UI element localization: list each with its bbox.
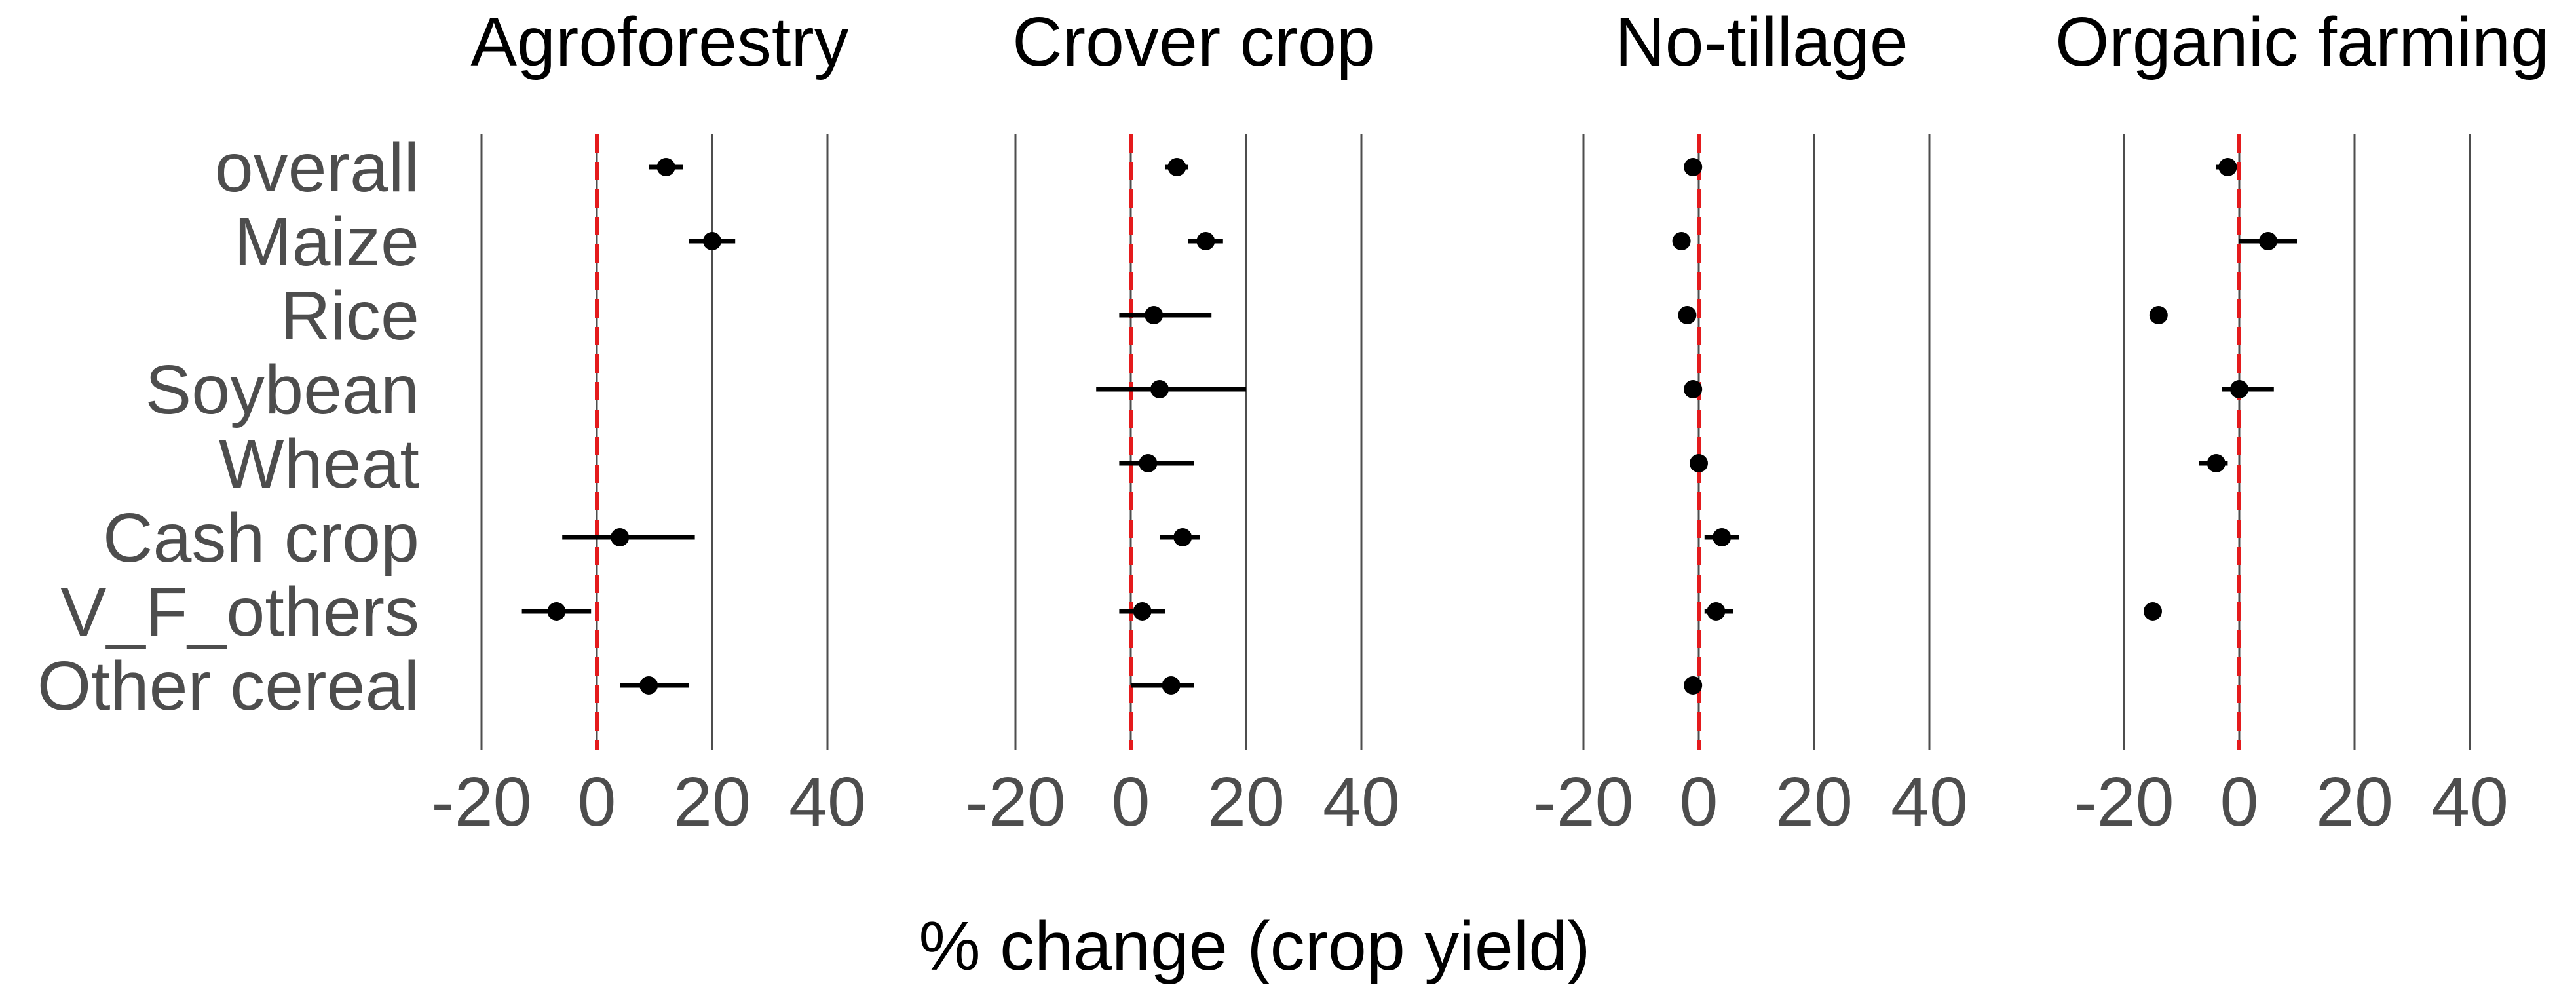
x-tick-label: 0 [1680,763,1718,841]
estimate-point [1162,676,1181,695]
estimate-point [1133,602,1152,621]
estimate-point [2207,454,2226,472]
x-tick-label: 20 [2316,763,2393,841]
x-tick-label: 20 [1207,763,1285,841]
x-tick-label: 40 [2431,763,2509,841]
estimate-point [2218,158,2237,176]
estimate-point [2259,232,2277,250]
estimate-point [1173,528,1192,546]
estimate-point [1713,528,1732,546]
estimate-point [2149,306,2168,324]
estimate-point [656,158,675,176]
x-tick-label: -20 [2074,763,2174,841]
category-label: overall [215,129,419,206]
x-tick-label: 0 [578,763,616,841]
estimate-point [547,602,566,621]
x-tick-label: -20 [431,763,531,841]
estimate-point [1145,306,1164,324]
facet-panel: Organic farming -20 0 20 40 [2055,3,2549,841]
x-tick-label: -20 [1533,763,1633,841]
estimate-point [1139,454,1158,472]
category-label: V_F_others [60,573,419,651]
x-tick-label: 40 [789,763,866,841]
panel-title: Organic farming [2055,3,2549,81]
estimate-point [1150,380,1169,398]
facet-panel: Crover crop -20 0 20 40 [965,3,1400,841]
estimate-point [1196,232,1215,250]
category-label: Soybean [145,351,419,429]
facet-panel: Agroforestry -20 0 20 40 [431,3,866,841]
x-tick-label: 20 [1775,763,1853,841]
estimate-point [1684,158,1703,176]
panel-title: Agroforestry [470,3,848,81]
x-tick-label: 40 [1323,763,1400,841]
category-label: Rice [280,277,419,354]
estimate-point [2230,380,2248,398]
x-tick-label: 0 [1112,763,1150,841]
estimate-point [1690,454,1708,472]
x-tick-label: -20 [965,763,1065,841]
x-axis-title: % change (crop yield) [919,908,1590,985]
estimate-point [1678,306,1697,324]
estimate-point [1707,602,1726,621]
estimate-point [1684,380,1703,398]
estimate-point [1672,232,1691,250]
x-tick-label: 0 [2220,763,2259,841]
category-label: Wheat [219,425,419,503]
estimate-point [1684,676,1703,695]
category-label: Cash crop [103,499,419,577]
x-tick-label: 20 [673,763,751,841]
panel-title: Crover crop [1012,3,1375,81]
category-label: Maize [234,203,419,280]
estimate-point [703,232,721,250]
estimate-point [2144,602,2162,621]
facet-panel: No-tillage -20 0 20 40 [1533,3,1968,841]
panel-title: No-tillage [1615,3,1908,81]
estimate-point [639,676,658,695]
estimate-point [1167,158,1186,176]
x-tick-label: 40 [1891,763,1968,841]
category-label: Other cereal [37,647,419,725]
estimate-point [611,528,630,546]
